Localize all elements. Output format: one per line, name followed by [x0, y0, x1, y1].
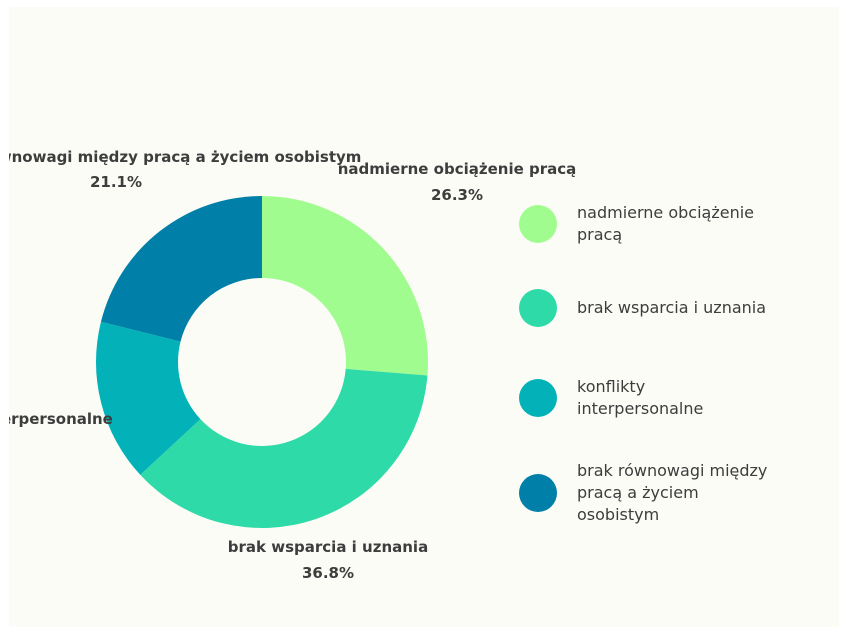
legend-swatch-0: [519, 205, 557, 243]
legend-label-1-line-0: brak wsparcia i uznania: [577, 298, 767, 317]
legend-item-0: nadmierne obciążenie pracą: [519, 202, 829, 246]
legend-swatch-1: [519, 289, 557, 327]
legend-item-1: brak wsparcia i uznania: [519, 289, 829, 327]
legend-label-0-line-1: pracą: [577, 225, 623, 244]
legend-label-0: nadmierne obciążenie pracą: [577, 202, 792, 246]
legend-swatch-2: [519, 379, 557, 417]
legend-item-2: konflikty interpersonalne: [519, 376, 829, 420]
legend-swatch-3: [519, 474, 557, 512]
slice-label-value-1: 36.8%: [302, 564, 354, 582]
slice-label-name-0: nadmierne obciążenie pracą: [338, 160, 577, 178]
legend-label-0-line-0: nadmierne obciążenie: [577, 203, 755, 222]
legend-label-3-line-0: brak równowagi między: [577, 461, 768, 480]
slice-label-name-1: brak wsparcia i uznania: [228, 538, 428, 556]
legend-label-1: brak wsparcia i uznania: [577, 297, 792, 319]
legend-label-3-line-2: osobistym: [577, 505, 660, 524]
chart-canvas: brak równowagi między pracą a życiem oso…: [9, 7, 839, 627]
slice-label-name-2: konflikty interpersonalne: [9, 410, 113, 428]
donut-slice-2: [96, 321, 201, 475]
donut-slice-0: [262, 196, 428, 376]
donut-slices: [96, 196, 428, 528]
slice-label-value-3: 21.1%: [90, 173, 142, 191]
legend-label-3-line-1: pracą a życiem: [577, 483, 699, 502]
slice-label-name-3: brak równowagi między pracą a życiem oso…: [9, 148, 361, 166]
donut-chart: brak równowagi między pracą a życiem oso…: [9, 148, 577, 582]
legend-label-3: brak równowagi między pracą a życiem oso…: [577, 460, 792, 526]
donut-slice-1: [140, 368, 428, 528]
slice-label-value-0: 26.3%: [431, 186, 483, 204]
donut-slice-3: [100, 196, 262, 342]
legend-item-3: brak równowagi między pracą a życiem oso…: [519, 460, 829, 526]
legend-label-2-line-0: konflikty: [577, 377, 646, 396]
legend-label-2: konflikty interpersonalne: [577, 376, 792, 420]
legend-label-2-line-1: interpersonalne: [577, 399, 704, 418]
